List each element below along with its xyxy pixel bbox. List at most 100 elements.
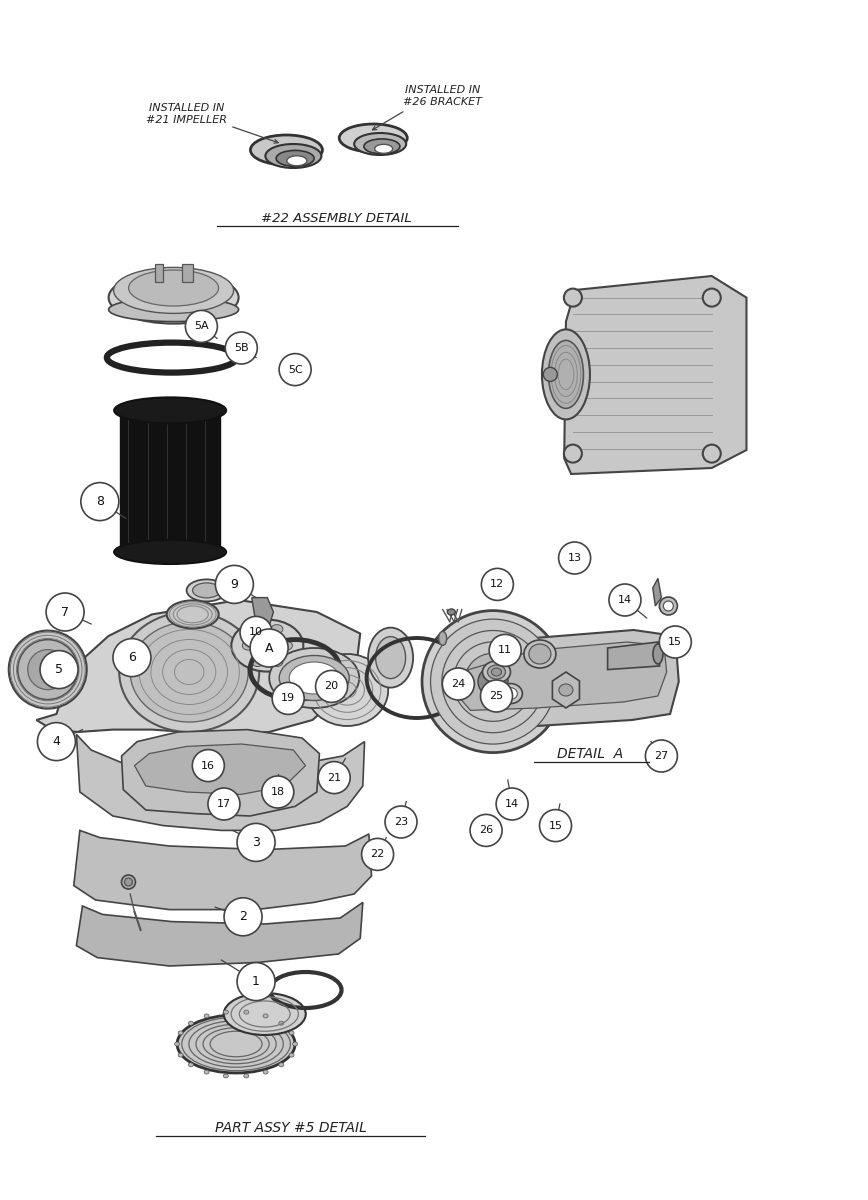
Circle shape [496, 788, 528, 820]
Circle shape [540, 810, 571, 841]
Ellipse shape [453, 642, 533, 721]
Ellipse shape [289, 662, 339, 694]
Text: DETAIL  A: DETAIL A [557, 746, 623, 761]
Ellipse shape [130, 622, 248, 722]
Polygon shape [76, 734, 365, 830]
Ellipse shape [124, 878, 133, 886]
Circle shape [224, 898, 262, 936]
Ellipse shape [375, 144, 392, 154]
Ellipse shape [271, 658, 283, 666]
Ellipse shape [478, 666, 508, 696]
Circle shape [481, 680, 512, 712]
Polygon shape [135, 744, 306, 794]
Ellipse shape [263, 1070, 268, 1074]
Ellipse shape [483, 661, 510, 683]
Polygon shape [608, 642, 660, 670]
Text: 11: 11 [498, 646, 512, 655]
Circle shape [37, 722, 76, 761]
Ellipse shape [9, 631, 87, 708]
Polygon shape [552, 672, 580, 708]
Ellipse shape [293, 1042, 298, 1046]
Ellipse shape [422, 611, 564, 752]
Ellipse shape [263, 1014, 268, 1018]
Circle shape [113, 638, 151, 677]
Text: 27: 27 [654, 751, 668, 761]
Circle shape [262, 776, 293, 808]
Ellipse shape [128, 270, 219, 306]
Ellipse shape [108, 298, 239, 322]
Circle shape [273, 683, 304, 714]
Ellipse shape [279, 1063, 284, 1067]
Ellipse shape [376, 636, 405, 679]
Text: 25: 25 [490, 691, 503, 701]
Text: 10: 10 [249, 628, 263, 637]
Polygon shape [653, 578, 661, 606]
Text: 17: 17 [217, 799, 231, 809]
Ellipse shape [17, 640, 78, 700]
Ellipse shape [204, 1070, 209, 1074]
Ellipse shape [271, 625, 283, 634]
Ellipse shape [431, 619, 556, 744]
Text: 8: 8 [95, 496, 104, 508]
Circle shape [279, 354, 311, 385]
Circle shape [470, 815, 502, 846]
Ellipse shape [193, 583, 220, 598]
Text: 12: 12 [490, 580, 504, 589]
Text: 15: 15 [668, 637, 682, 647]
Text: 14: 14 [618, 595, 632, 605]
Ellipse shape [244, 1010, 249, 1014]
Ellipse shape [266, 144, 321, 168]
Ellipse shape [442, 630, 544, 733]
Ellipse shape [447, 608, 456, 614]
Ellipse shape [660, 596, 677, 614]
Text: 3: 3 [252, 836, 260, 848]
Text: 21: 21 [327, 773, 341, 782]
Ellipse shape [224, 994, 306, 1034]
Ellipse shape [559, 684, 573, 696]
Ellipse shape [122, 875, 135, 889]
Circle shape [609, 584, 641, 616]
Text: 5B: 5B [234, 343, 248, 353]
Circle shape [40, 650, 78, 689]
Text: 5C: 5C [288, 365, 302, 374]
Polygon shape [120, 410, 220, 552]
Circle shape [215, 565, 253, 604]
Circle shape [193, 750, 224, 781]
Ellipse shape [269, 648, 359, 708]
Ellipse shape [476, 665, 510, 698]
Circle shape [316, 671, 347, 702]
Text: INSTALLED IN
#21 IMPELLER: INSTALLED IN #21 IMPELLER [146, 103, 227, 125]
Ellipse shape [498, 684, 523, 703]
Ellipse shape [354, 133, 406, 155]
Circle shape [208, 788, 240, 820]
Text: A: A [265, 642, 273, 654]
Ellipse shape [488, 665, 505, 679]
Text: 7: 7 [61, 606, 69, 618]
Polygon shape [451, 630, 679, 726]
Ellipse shape [703, 288, 720, 306]
Ellipse shape [286, 156, 307, 166]
Text: 4: 4 [52, 736, 61, 748]
Circle shape [319, 762, 350, 793]
Polygon shape [122, 730, 319, 816]
Ellipse shape [279, 1021, 284, 1025]
Text: 14: 14 [505, 799, 519, 809]
Ellipse shape [252, 658, 264, 666]
Ellipse shape [703, 444, 720, 462]
Ellipse shape [119, 612, 260, 732]
Ellipse shape [223, 1010, 228, 1014]
Text: 23: 23 [394, 817, 408, 827]
Ellipse shape [289, 1031, 294, 1034]
Polygon shape [458, 642, 667, 710]
Ellipse shape [438, 631, 447, 646]
Ellipse shape [178, 1031, 183, 1034]
Ellipse shape [252, 625, 264, 634]
Text: #22 ASSEMBLY DETAIL: #22 ASSEMBLY DETAIL [261, 212, 412, 224]
Polygon shape [252, 598, 273, 626]
Circle shape [186, 311, 217, 342]
Text: 22: 22 [371, 850, 385, 859]
Circle shape [46, 593, 84, 631]
Ellipse shape [242, 641, 254, 650]
Circle shape [226, 332, 257, 364]
Ellipse shape [232, 619, 303, 672]
